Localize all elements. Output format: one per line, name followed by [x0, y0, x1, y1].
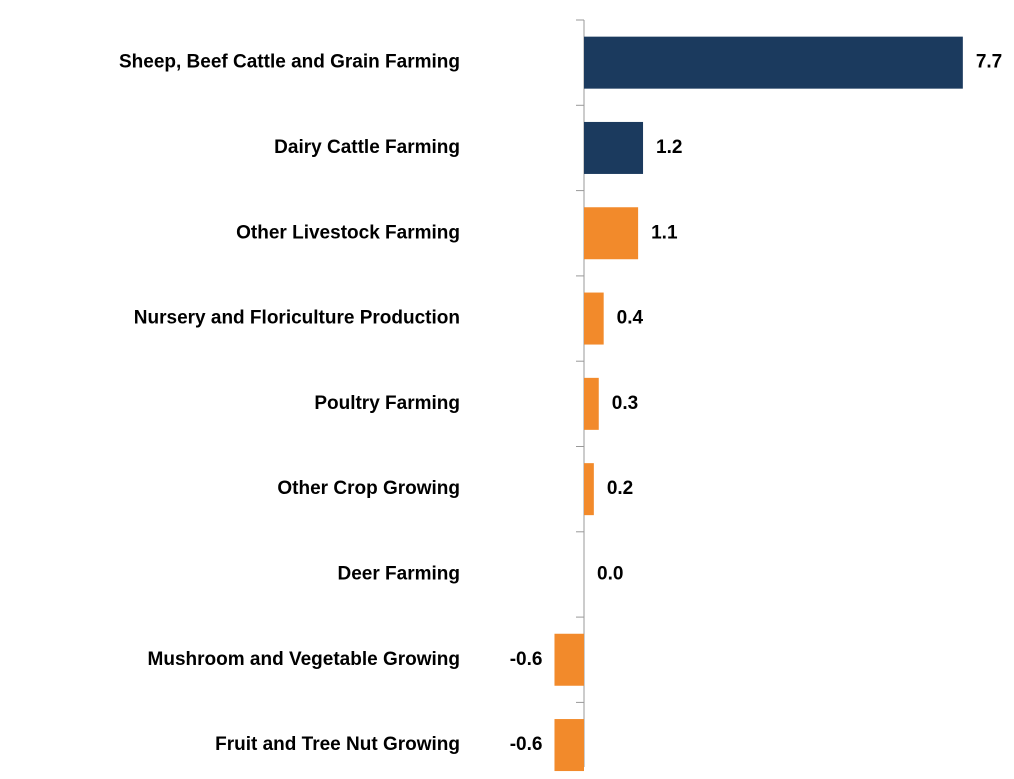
data-label: 0.3: [612, 393, 638, 414]
y-tick-label: Deer Farming: [338, 563, 460, 584]
data-label: 0.0: [597, 563, 623, 584]
y-tick-label: Other Crop Growing: [277, 478, 460, 499]
data-label: 1.2: [656, 137, 682, 158]
y-tick-label: Other Livestock Farming: [236, 222, 460, 243]
bar: [554, 633, 584, 686]
y-tick-label: Dairy Cattle Farming: [274, 137, 460, 158]
data-label: 0.2: [607, 478, 633, 499]
y-tick-label: Poultry Farming: [314, 393, 460, 414]
bar: [584, 377, 599, 430]
y-tick-label: Fruit and Tree Nut Growing: [215, 734, 460, 755]
y-tick-label: Mushroom and Vegetable Growing: [148, 649, 460, 670]
data-label: 1.1: [651, 222, 678, 243]
y-tick-label: Nursery and Floriculture Production: [134, 308, 460, 329]
bar: [554, 719, 584, 772]
y-tick-label: Sheep, Beef Cattle and Grain Farming: [119, 52, 460, 73]
data-label: 0.4: [617, 308, 644, 329]
bar: [584, 36, 963, 89]
bar: [584, 463, 594, 516]
data-label: -0.6: [510, 649, 543, 670]
bar: [584, 121, 644, 174]
bar: [584, 207, 639, 260]
bar: [584, 292, 604, 345]
data-label: -0.6: [510, 734, 543, 755]
data-label: 7.7: [976, 52, 1002, 73]
